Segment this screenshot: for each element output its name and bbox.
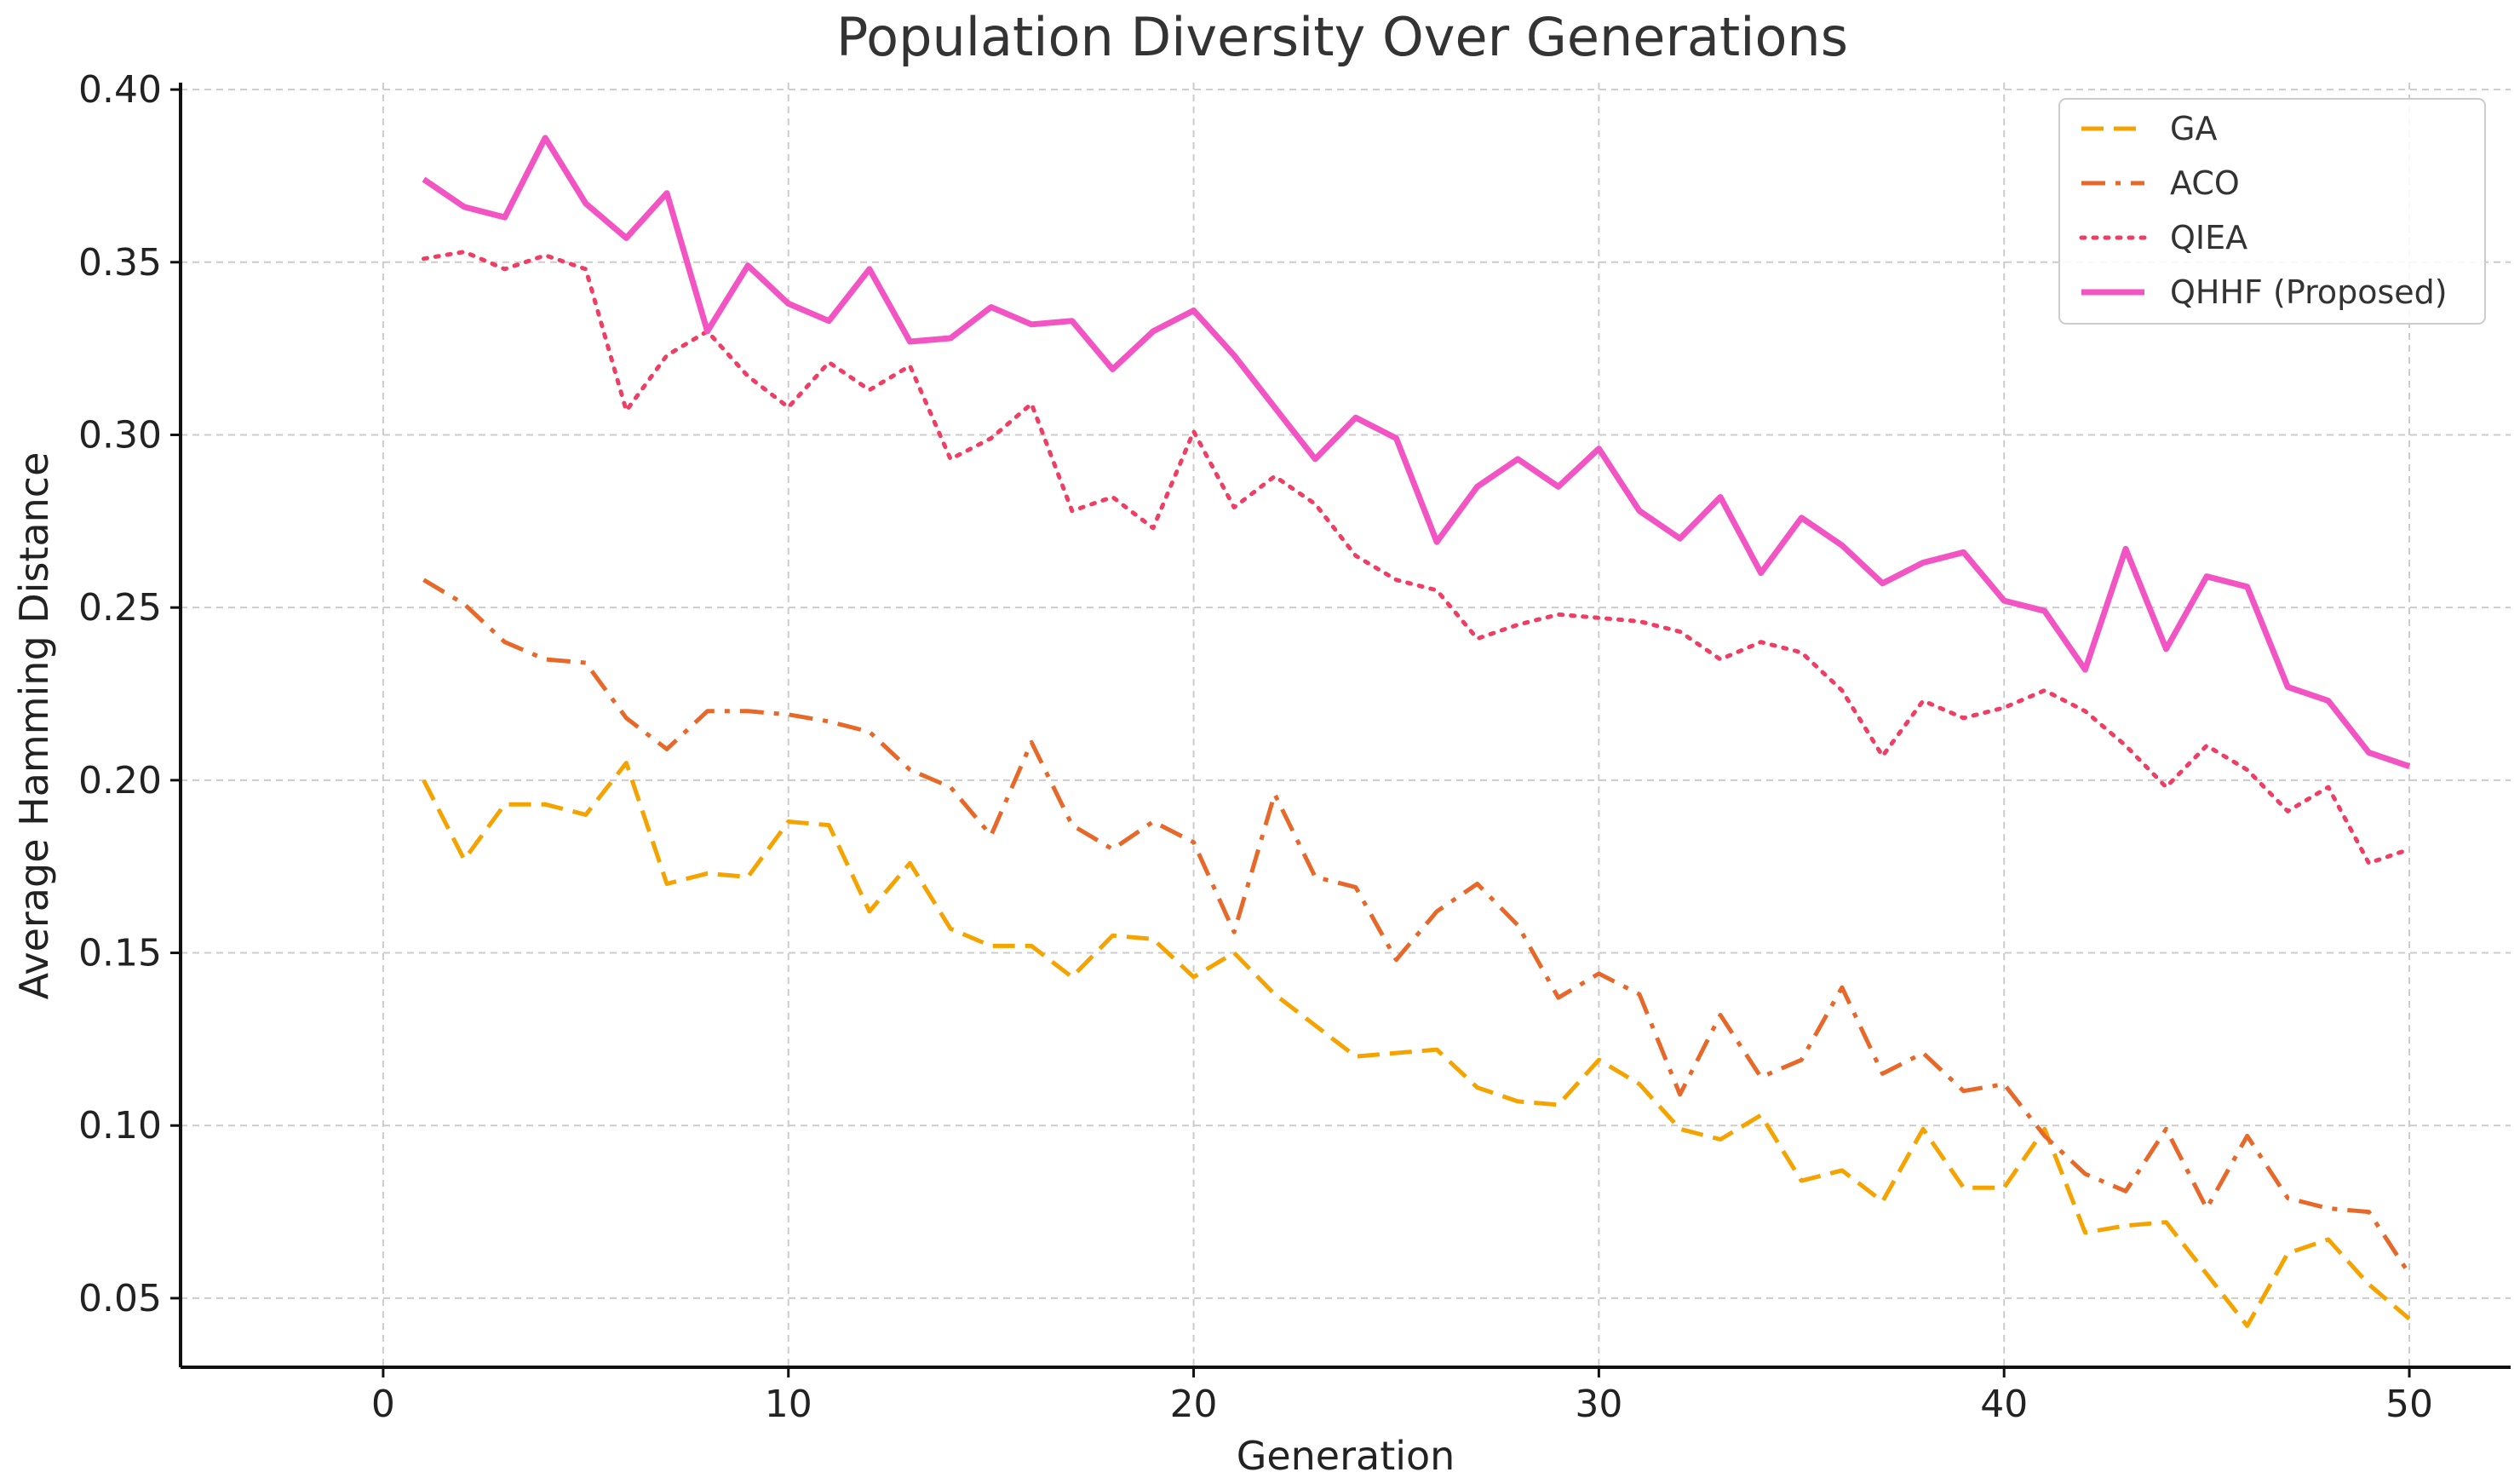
y-tick-label: 0.20: [78, 759, 162, 802]
series-line-aco: [422, 578, 2412, 1275]
legend-item: GA: [2081, 110, 2217, 147]
series-layer: [422, 135, 2412, 1328]
series-line-ga: [422, 761, 2411, 1328]
y-tick-label: 0.10: [78, 1104, 162, 1147]
series-line-qhhf-proposed: [422, 135, 2411, 769]
legend-frame: [2058, 98, 2486, 325]
x-tick-label: 40: [1980, 1383, 2028, 1426]
x-axis-label: Generation: [1237, 1433, 1455, 1478]
legend-label: QIEA: [2170, 219, 2247, 256]
series-line-qiea: [422, 250, 2412, 866]
y-tick-label: 0.30: [78, 413, 162, 457]
x-tick-label: 0: [371, 1383, 395, 1426]
x-tick-label: 30: [1575, 1383, 1622, 1426]
legend-items: GA ACO QIEA QHHF (Proposed): [2079, 110, 2448, 311]
y-axis-label: Average Hamming Distance: [11, 452, 57, 1000]
y-tick-label: 0.05: [78, 1277, 162, 1320]
chart-title: Population Diversity Over Generations: [836, 6, 1848, 68]
y-tick-label: 0.25: [78, 586, 162, 630]
legend: GA ACO QIEA QHHF (Proposed): [2058, 98, 2486, 325]
axes: [179, 83, 2511, 1369]
grid: [181, 83, 2511, 1367]
legend-label: QHHF (Proposed): [2170, 273, 2448, 311]
legend-item: ACO: [2081, 164, 2240, 202]
ticks: 0 10 20 30 40 50 0.05 0.10 0.15 0.20 0.25 0.30 0.35 0…: [78, 68, 2433, 1426]
legend-label: ACO: [2170, 164, 2240, 202]
y-tick-label: 0.35: [78, 241, 162, 285]
y-tick-label: 0.40: [78, 68, 162, 112]
x-tick-label: 50: [2385, 1383, 2433, 1426]
x-tick-label: 20: [1170, 1383, 1218, 1426]
y-tick-label: 0.15: [78, 932, 162, 975]
legend-label: GA: [2170, 110, 2217, 147]
x-tick-label: 10: [765, 1383, 812, 1426]
legend-item: QIEA: [2079, 219, 2247, 256]
legend-item: QHHF (Proposed): [2081, 273, 2448, 311]
